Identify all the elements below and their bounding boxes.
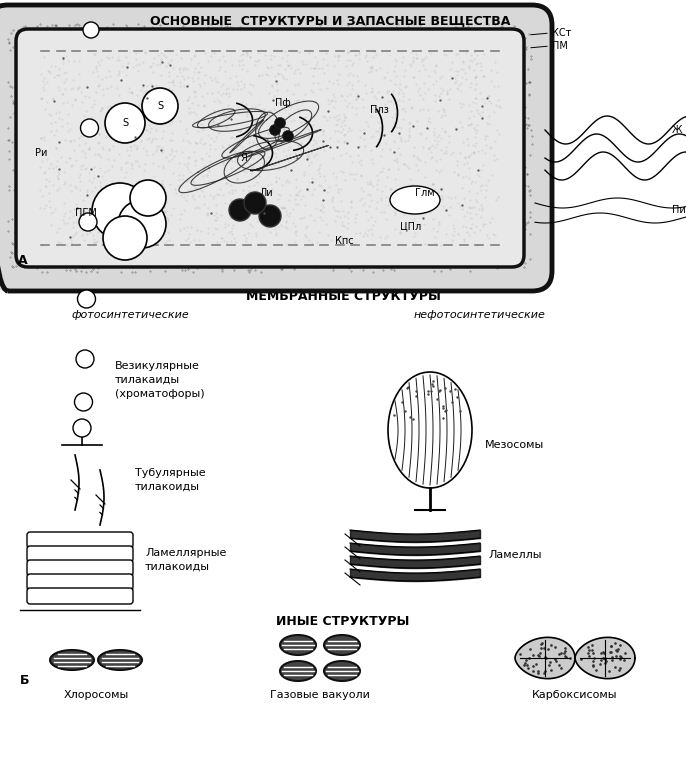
Circle shape (270, 124, 281, 136)
Text: Глм: Глм (415, 188, 435, 198)
Circle shape (105, 103, 145, 143)
FancyBboxPatch shape (27, 546, 133, 562)
Circle shape (80, 119, 99, 137)
Ellipse shape (280, 661, 316, 681)
Text: ПГМ: ПГМ (75, 208, 97, 218)
Circle shape (118, 200, 166, 248)
Text: Ж: Ж (672, 125, 683, 135)
Ellipse shape (98, 650, 142, 670)
Circle shape (283, 130, 294, 141)
Text: Я: Я (240, 153, 247, 163)
Circle shape (244, 192, 266, 214)
Text: Хлоросомы: Хлоросомы (63, 690, 129, 700)
Ellipse shape (324, 661, 360, 681)
Circle shape (103, 216, 147, 260)
Circle shape (73, 419, 91, 437)
Text: Ламеллы: Ламеллы (488, 550, 541, 560)
Text: Тубулярные
тилакоиды: Тубулярные тилакоиды (135, 468, 206, 492)
Ellipse shape (280, 635, 316, 655)
Polygon shape (575, 637, 635, 678)
FancyBboxPatch shape (27, 574, 133, 590)
Text: Ри: Ри (35, 148, 47, 158)
Text: нефотосинтетические: нефотосинтетические (414, 310, 546, 320)
FancyBboxPatch shape (27, 560, 133, 576)
Text: Мезосомы: Мезосомы (485, 440, 544, 450)
Circle shape (75, 393, 93, 411)
Text: Пи: Пи (672, 205, 686, 215)
Circle shape (274, 118, 285, 128)
Text: Пф: Пф (275, 98, 291, 108)
Text: А: А (18, 255, 27, 268)
Ellipse shape (390, 186, 440, 214)
Circle shape (76, 350, 94, 368)
FancyBboxPatch shape (27, 532, 133, 548)
Text: Везикулярные
тилакаиды
(хроматофоры): Везикулярные тилакаиды (хроматофоры) (115, 361, 204, 399)
Text: Плз: Плз (370, 105, 389, 115)
FancyBboxPatch shape (0, 5, 552, 291)
Circle shape (130, 180, 166, 216)
Circle shape (259, 205, 281, 227)
Text: Ли: Ли (260, 188, 274, 198)
Text: ИНЫЕ СТРУКТУРЫ: ИНЫЕ СТРУКТУРЫ (276, 615, 410, 628)
Text: Газовые вакуоли: Газовые вакуоли (270, 690, 370, 700)
Text: S: S (122, 118, 128, 128)
Text: ПМ: ПМ (552, 41, 568, 51)
Text: Ламеллярные
тилакоиды: Ламеллярные тилакоиды (145, 548, 226, 572)
Text: ЦПл: ЦПл (400, 221, 421, 231)
Ellipse shape (324, 635, 360, 655)
Circle shape (83, 22, 99, 38)
FancyBboxPatch shape (16, 29, 524, 267)
Circle shape (78, 290, 95, 308)
Circle shape (92, 183, 148, 239)
Text: КСт: КСт (552, 28, 571, 38)
Ellipse shape (388, 372, 472, 488)
Text: Б: Б (20, 674, 29, 687)
Circle shape (229, 199, 251, 221)
FancyBboxPatch shape (27, 588, 133, 604)
Circle shape (79, 213, 97, 231)
Ellipse shape (50, 650, 94, 670)
Text: S: S (157, 101, 163, 111)
Text: ОСНОВНЫЕ  СТРУКТУРЫ И ЗАПАСНЫЕ ВЕЩЕСТВА: ОСНОВНЫЕ СТРУКТУРЫ И ЗАПАСНЫЕ ВЕЩЕСТВА (150, 15, 510, 28)
Circle shape (142, 88, 178, 124)
Text: МЕМБРАННЫЕ СТРУКТУРЫ: МЕМБРАННЫЕ СТРУКТУРЫ (246, 290, 440, 303)
Text: фотосинтетические: фотосинтетические (71, 310, 189, 320)
Text: Кпс: Кпс (335, 236, 353, 246)
Polygon shape (515, 637, 575, 678)
Text: Карбоксисомы: Карбоксисомы (532, 690, 618, 700)
